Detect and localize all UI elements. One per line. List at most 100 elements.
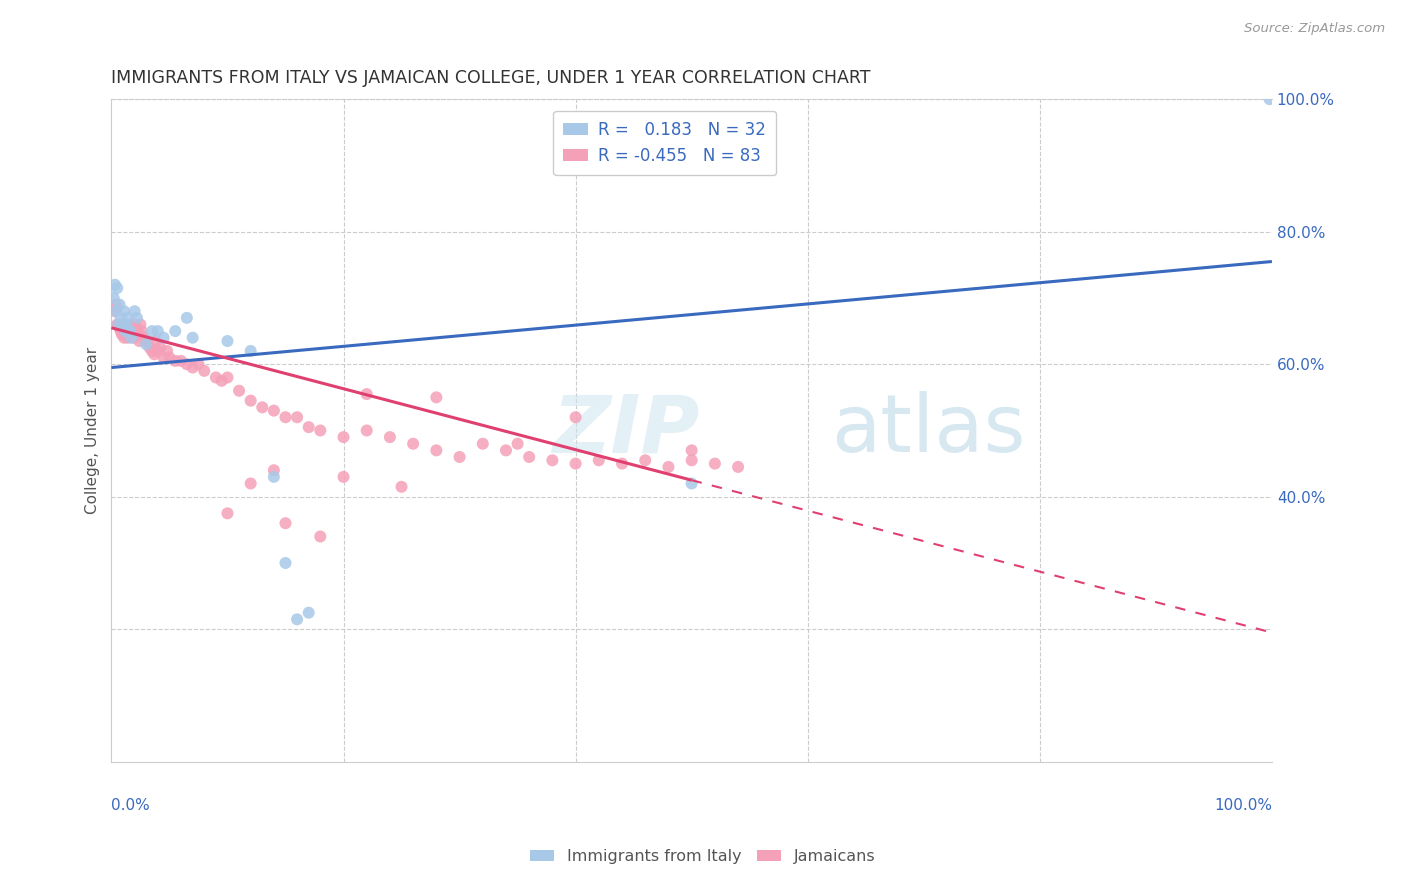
Point <box>391 480 413 494</box>
Point <box>132 331 155 345</box>
Point <box>122 331 145 345</box>
Point <box>121 320 143 334</box>
Point <box>211 374 233 388</box>
Point <box>152 351 174 365</box>
Point <box>378 430 401 444</box>
Point <box>146 324 169 338</box>
Point <box>118 324 141 338</box>
Point <box>564 457 586 471</box>
Point <box>217 370 239 384</box>
Text: Source: ZipAtlas.com: Source: ZipAtlas.com <box>1244 22 1385 36</box>
Point <box>588 453 610 467</box>
Point <box>143 347 166 361</box>
Point <box>128 334 150 348</box>
Point <box>176 310 198 325</box>
Point <box>681 453 703 467</box>
Point <box>356 424 378 438</box>
Point <box>181 331 204 345</box>
Point <box>129 318 152 332</box>
Point <box>425 390 447 404</box>
Point <box>146 343 169 358</box>
Point <box>274 410 297 425</box>
Point <box>107 318 129 332</box>
Text: IMMIGRANTS FROM ITALY VS JAMAICAN COLLEGE, UNDER 1 YEAR CORRELATION CHART: IMMIGRANTS FROM ITALY VS JAMAICAN COLLEG… <box>111 69 870 87</box>
Point <box>657 459 679 474</box>
Point <box>124 318 146 332</box>
Point <box>170 354 193 368</box>
Point <box>309 424 332 438</box>
Point <box>152 331 174 345</box>
Point <box>703 457 725 471</box>
Point <box>402 436 425 450</box>
Point <box>176 357 198 371</box>
Point <box>112 304 135 318</box>
Point <box>449 450 471 464</box>
Point <box>145 334 167 348</box>
Point <box>105 304 128 318</box>
Point <box>124 304 146 318</box>
Point <box>110 324 132 338</box>
Point <box>108 320 131 334</box>
Point <box>141 343 163 358</box>
Point <box>263 463 285 477</box>
Text: 100.0%: 100.0% <box>1213 798 1272 814</box>
Point <box>495 443 517 458</box>
Point <box>610 457 633 471</box>
Legend: R =   0.183   N = 32, R = -0.455   N = 83: R = 0.183 N = 32, R = -0.455 N = 83 <box>554 111 776 175</box>
Point <box>117 310 139 325</box>
Point <box>117 331 139 345</box>
Point <box>274 516 297 531</box>
Point <box>127 327 149 342</box>
Point <box>165 354 187 368</box>
Point <box>125 320 148 334</box>
Point <box>105 297 128 311</box>
Point <box>332 430 354 444</box>
Point <box>120 327 142 342</box>
Point <box>263 470 285 484</box>
Point <box>107 318 129 332</box>
Point <box>727 459 749 474</box>
Point <box>111 318 134 332</box>
Point <box>104 277 127 292</box>
Point <box>156 343 179 358</box>
Point <box>309 529 332 543</box>
Text: ZIP: ZIP <box>553 392 700 469</box>
Point <box>541 453 564 467</box>
Point <box>506 436 529 450</box>
Point <box>298 420 321 434</box>
Point <box>239 476 262 491</box>
Point <box>141 324 163 338</box>
Point <box>159 351 181 365</box>
Point <box>125 310 148 325</box>
Point <box>239 343 262 358</box>
Point <box>298 606 321 620</box>
Point <box>111 327 134 342</box>
Point <box>118 324 141 338</box>
Point <box>149 341 172 355</box>
Point <box>217 334 239 348</box>
Point <box>181 360 204 375</box>
Point <box>193 364 215 378</box>
Point <box>131 324 153 338</box>
Point <box>125 324 148 338</box>
Point <box>115 327 138 342</box>
Point <box>115 318 138 332</box>
Point <box>120 331 142 345</box>
Point <box>118 318 141 332</box>
Text: 0.0%: 0.0% <box>111 798 150 814</box>
Point <box>332 470 354 484</box>
Point <box>111 318 134 332</box>
Point <box>104 304 127 318</box>
Point <box>112 331 135 345</box>
Point <box>118 324 141 338</box>
Point <box>274 556 297 570</box>
Point <box>105 318 128 332</box>
Point <box>205 370 228 384</box>
Point <box>285 612 308 626</box>
Point <box>239 393 262 408</box>
Point <box>517 450 540 464</box>
Point <box>356 387 378 401</box>
Point <box>187 357 209 371</box>
Point <box>471 436 494 450</box>
Point <box>634 453 657 467</box>
